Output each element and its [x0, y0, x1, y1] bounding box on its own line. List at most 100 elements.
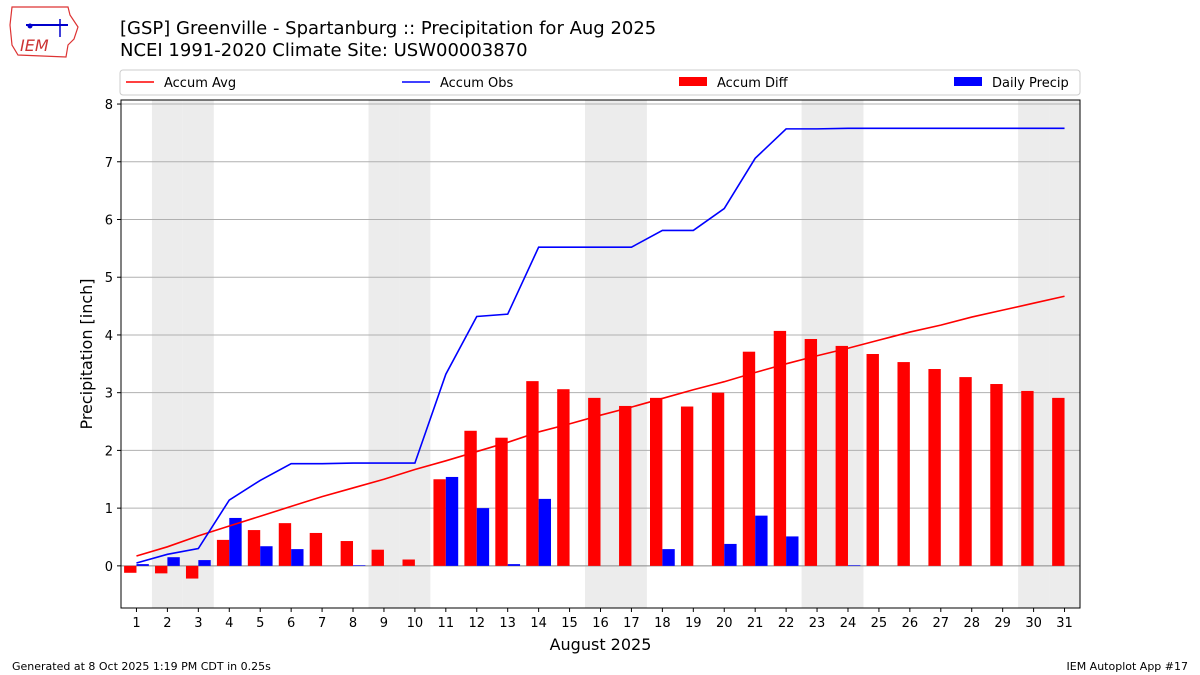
accum-diff-bar: [155, 565, 168, 574]
daily-precip-bar: [507, 564, 521, 566]
legend: [119, 69, 1081, 96]
daily-precip-bar: [291, 549, 304, 566]
x-tick-label: 26: [902, 616, 919, 631]
daily-precip-bar: [476, 508, 490, 566]
accum-diff-bar: [773, 330, 787, 566]
weekend-shade: [399, 100, 431, 608]
accum-diff-bar: [711, 392, 725, 566]
daily-precip-bar: [755, 515, 768, 566]
accum-diff-bar: [742, 351, 756, 566]
x-tick-label: 6: [287, 616, 295, 631]
legend-label: Daily Precip: [992, 76, 1069, 91]
legend-label: Accum Diff: [717, 76, 789, 91]
accum-obs-line: [136, 127, 1065, 564]
daily-precip-bar: [847, 565, 861, 566]
chart-title: [GSP] Greenville - Spartanburg :: Precip…: [120, 18, 657, 39]
x-tick-label: 8: [349, 616, 357, 631]
daily-precip-bar: [229, 517, 242, 566]
accum-diff-bar: [495, 437, 508, 566]
accum-diff-bar: [278, 523, 292, 566]
x-tick-label: 12: [468, 616, 485, 631]
daily-precip-bar: [136, 564, 149, 566]
x-tick-label: 2: [163, 616, 171, 631]
svg-text:IEM: IEM: [20, 36, 49, 55]
y-tick-label: 0: [105, 560, 113, 575]
x-tick-label: 7: [318, 616, 326, 631]
weekend-shade: [151, 100, 183, 608]
accum-diff-bar: [866, 354, 879, 566]
daily-precip-bar: [538, 498, 552, 566]
accum-diff-bar: [588, 397, 601, 566]
accum-avg-line: [136, 295, 1065, 557]
x-tick-label: 21: [747, 616, 764, 631]
weekend-shade: [182, 100, 214, 608]
legend-label: Accum Obs: [440, 76, 513, 91]
accum-diff-bar: [402, 559, 415, 566]
x-tick-label: 22: [778, 616, 795, 631]
accum-diff-bar: [433, 479, 446, 566]
x-tick-label: 29: [994, 616, 1011, 631]
x-tick-label: 10: [407, 616, 424, 631]
accum-diff-bar: [649, 397, 663, 566]
accum-diff-bar: [928, 369, 941, 566]
y-tick-label: 7: [105, 156, 113, 171]
accum-diff-bar: [835, 345, 848, 566]
accum-diff-bar: [804, 338, 818, 566]
daily-precip-bar: [445, 476, 459, 566]
y-tick-label: 8: [105, 98, 113, 113]
x-tick-label: 24: [840, 616, 857, 631]
accum-diff-bar: [959, 377, 972, 566]
x-tick-label: 25: [871, 616, 888, 631]
legend-bar-swatch: [679, 77, 707, 86]
x-tick-label: 19: [685, 616, 702, 631]
x-tick-label: 11: [438, 616, 455, 631]
accum-diff-bar: [185, 565, 199, 579]
x-tick-label: 17: [623, 616, 640, 631]
daily-precip-bar: [198, 560, 211, 566]
daily-precip-bar: [662, 549, 675, 566]
accum-diff-bar: [619, 405, 632, 566]
accum-diff-bar: [1052, 397, 1065, 566]
legend-bar-swatch: [954, 77, 982, 86]
x-tick-label: 13: [499, 616, 516, 631]
legend-label: Accum Avg: [164, 76, 236, 91]
chart-subtitle: NCEI 1991-2020 Climate Site: USW00003870: [120, 40, 528, 61]
accum-diff-bar: [990, 384, 1003, 566]
daily-precip-bar: [260, 546, 273, 566]
x-tick-label: 18: [654, 616, 671, 631]
app-note: IEM Autoplot App #17: [1066, 660, 1189, 673]
weekend-shade: [368, 100, 400, 608]
accum-diff-bar: [680, 406, 694, 566]
accum-diff-bar: [340, 541, 354, 566]
x-tick-label: 14: [530, 616, 547, 631]
daily-precip-bar: [786, 536, 799, 566]
accum-diff-bar: [216, 539, 230, 566]
x-axis-label: August 2025: [550, 635, 652, 654]
accum-diff-bar: [464, 430, 477, 566]
x-tick-label: 28: [963, 616, 980, 631]
y-tick-label: 5: [105, 271, 113, 286]
iem-logo: IEM: [9, 6, 79, 58]
accum-diff-bar: [247, 530, 261, 566]
x-tick-label: 30: [1025, 616, 1042, 631]
generated-note: Generated at 8 Oct 2025 1:19 PM CDT in 0…: [12, 660, 271, 673]
x-tick-label: 16: [592, 616, 609, 631]
x-tick-label: 20: [716, 616, 733, 631]
daily-precip-bar: [167, 557, 180, 566]
x-tick-label: 4: [225, 616, 233, 631]
y-tick-label: 1: [105, 502, 113, 517]
accum-diff-bar: [124, 565, 137, 573]
x-tick-label: 27: [933, 616, 950, 631]
x-tick-label: 15: [561, 616, 578, 631]
daily-precip-bar: [724, 543, 737, 566]
x-tick-label: 1: [132, 616, 140, 631]
x-tick-label: 5: [256, 616, 264, 631]
accum-diff-bar: [897, 362, 910, 566]
accum-diff-bar: [557, 389, 570, 566]
x-tick-label: 9: [380, 616, 388, 631]
plot-frame: [120, 99, 1081, 609]
x-tick-label: 23: [809, 616, 826, 631]
x-tick-label: 31: [1056, 616, 1073, 631]
